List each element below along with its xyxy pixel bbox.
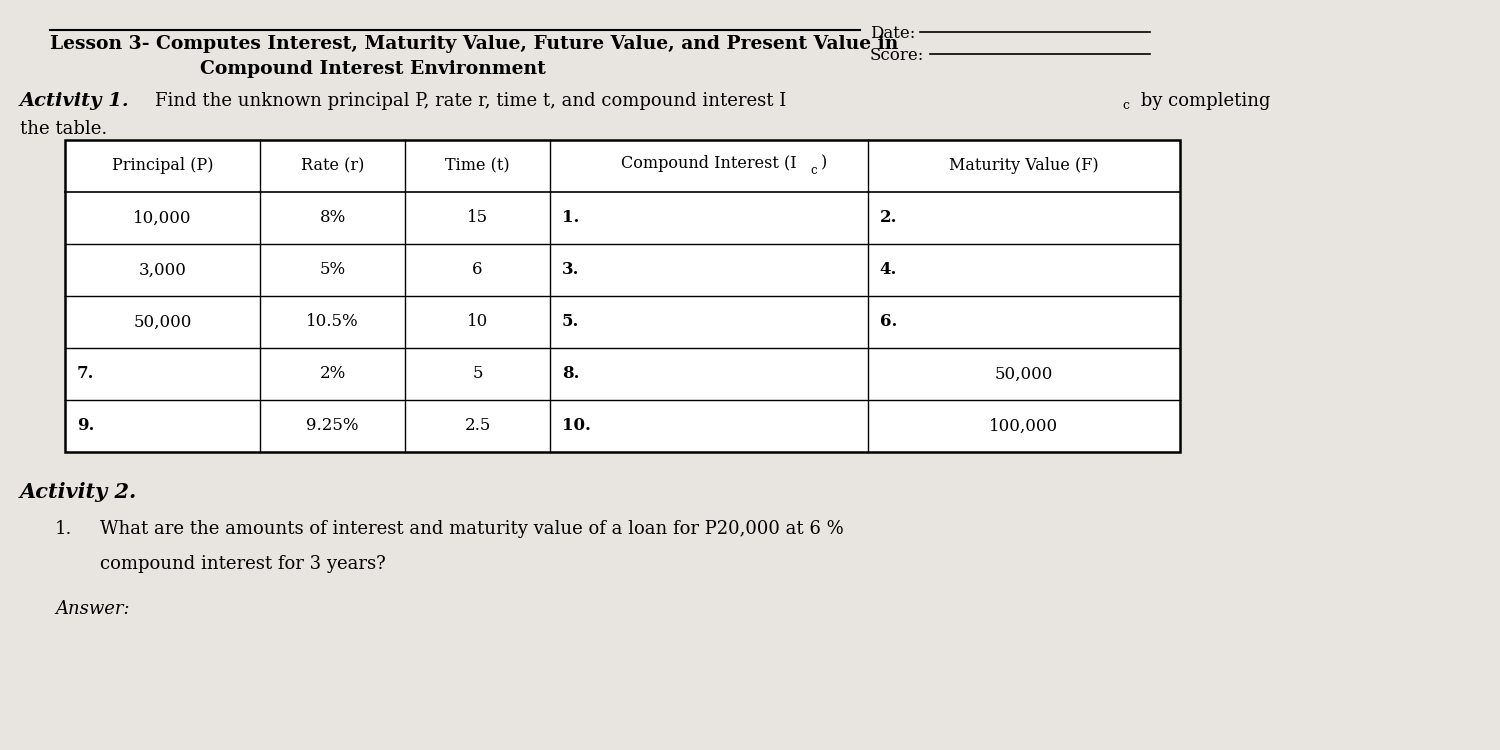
Text: 7.: 7. bbox=[76, 365, 94, 382]
Text: 10.: 10. bbox=[562, 418, 591, 434]
Text: Find the unknown principal P, rate r, time t, and compound interest I: Find the unknown principal P, rate r, ti… bbox=[154, 92, 786, 110]
Text: Time (t): Time (t) bbox=[446, 158, 510, 175]
Text: 3,000: 3,000 bbox=[138, 262, 186, 278]
Text: 8.: 8. bbox=[562, 365, 579, 382]
Text: Date:: Date: bbox=[870, 25, 915, 42]
Text: 6.: 6. bbox=[880, 314, 897, 331]
Text: 4.: 4. bbox=[880, 262, 897, 278]
Text: c: c bbox=[1122, 99, 1130, 112]
Text: 9.25%: 9.25% bbox=[306, 418, 358, 434]
Text: ): ) bbox=[821, 154, 827, 172]
Bar bbox=[64, 140, 1180, 452]
Text: Activity 1.: Activity 1. bbox=[20, 92, 129, 110]
Text: Rate (r): Rate (r) bbox=[302, 158, 364, 175]
Text: 10.5%: 10.5% bbox=[306, 314, 358, 331]
Text: by completing: by completing bbox=[1136, 92, 1270, 110]
Text: 10,000: 10,000 bbox=[134, 209, 192, 226]
Text: 2.: 2. bbox=[880, 209, 897, 226]
Text: 5: 5 bbox=[472, 365, 483, 382]
Text: 5%: 5% bbox=[320, 262, 345, 278]
Text: Lesson 3- Computes Interest, Maturity Value, Future Value, and Present Value in: Lesson 3- Computes Interest, Maturity Va… bbox=[50, 35, 898, 53]
Text: 15: 15 bbox=[466, 209, 488, 226]
Bar bbox=[64, 140, 1180, 452]
Text: 100,000: 100,000 bbox=[990, 418, 1059, 434]
Text: 2.5: 2.5 bbox=[465, 418, 490, 434]
Text: 6: 6 bbox=[472, 262, 483, 278]
Text: 8%: 8% bbox=[320, 209, 345, 226]
Text: Principal (P): Principal (P) bbox=[112, 158, 213, 175]
Text: 1.: 1. bbox=[562, 209, 579, 226]
Text: 2%: 2% bbox=[320, 365, 345, 382]
Text: Activity 2.: Activity 2. bbox=[20, 482, 138, 502]
Text: 50,000: 50,000 bbox=[994, 365, 1053, 382]
Text: Score:: Score: bbox=[870, 47, 924, 64]
Text: Compound Interest (I: Compound Interest (I bbox=[621, 154, 797, 172]
Text: 3.: 3. bbox=[562, 262, 579, 278]
Text: 10: 10 bbox=[466, 314, 488, 331]
Text: 1.: 1. bbox=[56, 520, 72, 538]
Text: Compound Interest Environment: Compound Interest Environment bbox=[200, 60, 546, 78]
Text: the table.: the table. bbox=[20, 120, 108, 138]
Text: 50,000: 50,000 bbox=[134, 314, 192, 331]
Text: 5.: 5. bbox=[562, 314, 579, 331]
Text: Answer:: Answer: bbox=[56, 600, 129, 618]
Text: What are the amounts of interest and maturity value of a loan for P20,000 at 6 %: What are the amounts of interest and mat… bbox=[100, 520, 843, 538]
Text: 9.: 9. bbox=[76, 418, 94, 434]
Text: Maturity Value (F): Maturity Value (F) bbox=[950, 158, 1098, 175]
Text: compound interest for 3 years?: compound interest for 3 years? bbox=[100, 555, 386, 573]
Text: c: c bbox=[810, 164, 816, 176]
